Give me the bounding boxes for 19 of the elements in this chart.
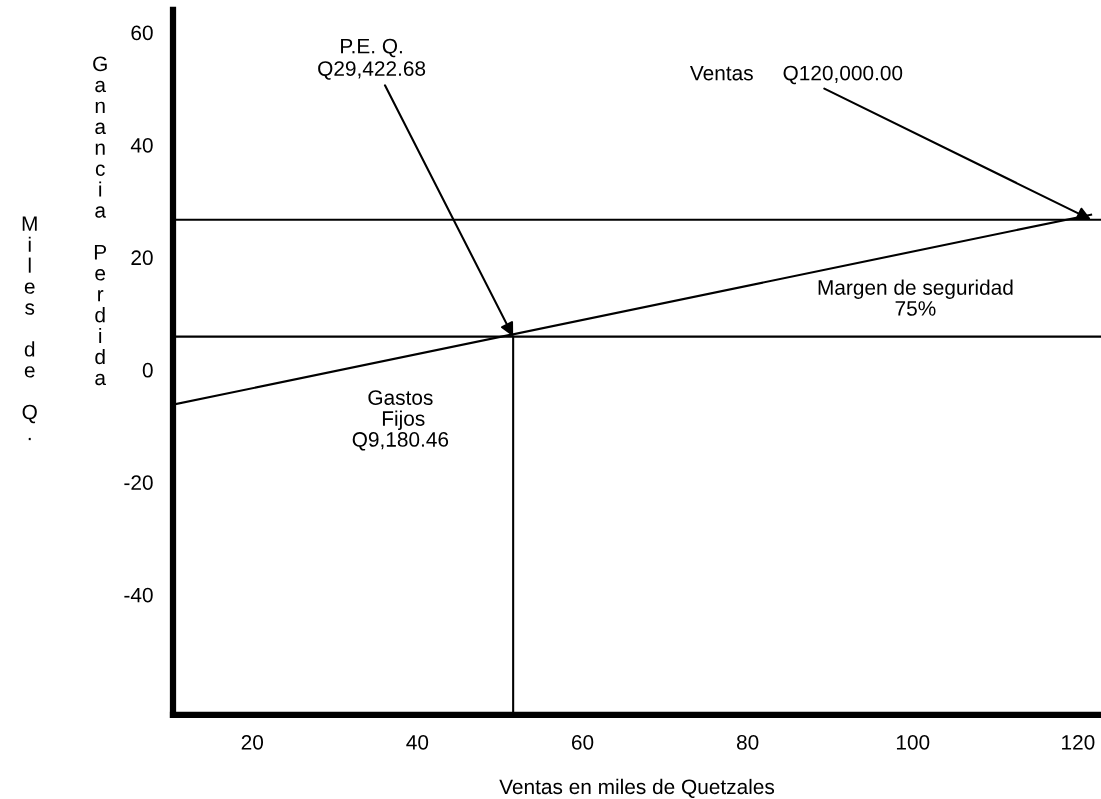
y-tick-label: 60 — [131, 25, 153, 41]
annotation: Margen de seguridad 75% — [818, 279, 1013, 316]
y-tick-label: -20 — [124, 475, 153, 490]
annotation: Gastos Fijos Q9,180.46 — [352, 390, 449, 451]
x-axis-title: Ventas en miles de Quetzales — [499, 778, 775, 798]
text: Miles de Q. — [22, 216, 37, 441]
x-tick-label: 100 — [896, 734, 930, 750]
x-tick-label: 20 — [241, 734, 264, 750]
x-tick-label: 40 — [406, 734, 429, 750]
annotation: Ventas Q120,000.00 — [689, 65, 903, 85]
y-tick-label: -40 — [124, 587, 153, 603]
annotation: P.E. Q. Q29,422.68 — [318, 38, 426, 80]
text: Ganancia Perdida — [93, 56, 107, 386]
x-tick-label: 80 — [736, 734, 759, 750]
y-tick-label: 40 — [130, 137, 153, 153]
y-tick-label: 20 — [131, 250, 153, 266]
x-tick-label: 120 — [1062, 734, 1095, 750]
y-tick-label: 0 — [142, 362, 153, 378]
x-tick-label: 60 — [571, 734, 594, 750]
